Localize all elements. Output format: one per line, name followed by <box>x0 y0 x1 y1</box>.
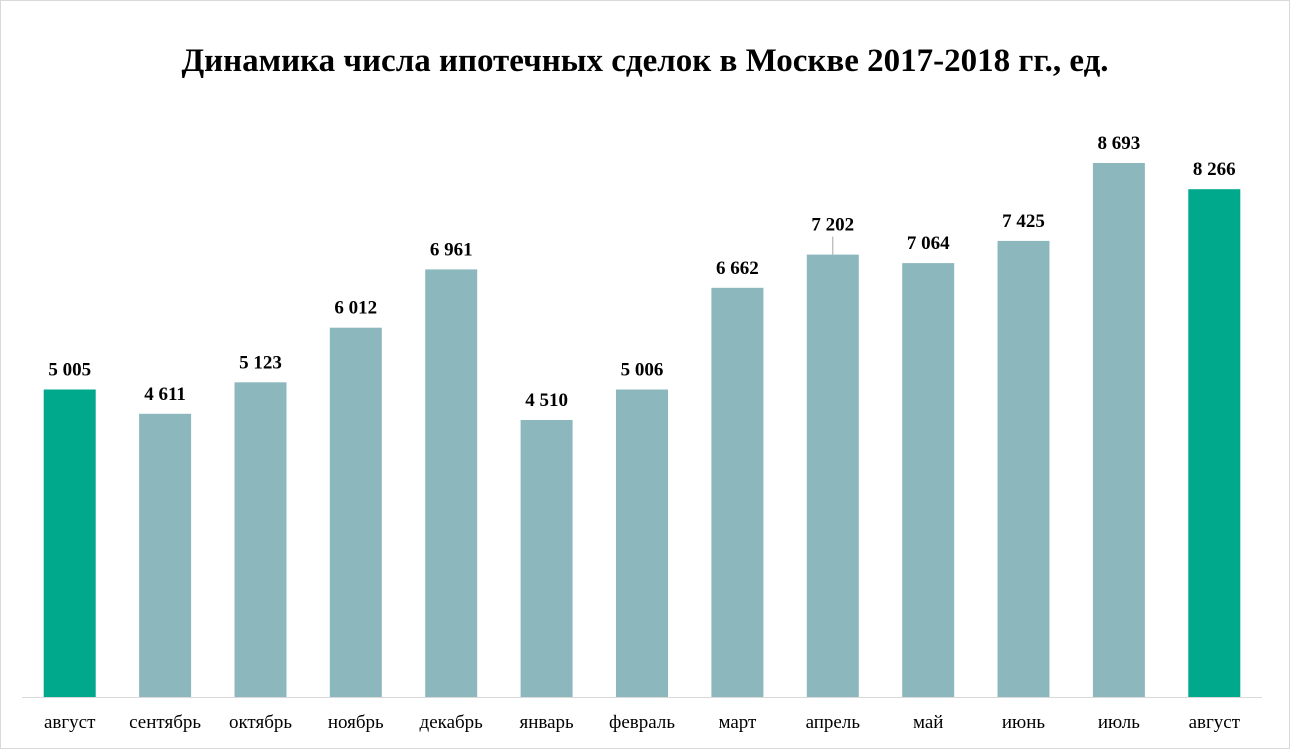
bar-3 <box>329 327 382 697</box>
bar-7 <box>711 287 764 697</box>
bar-4 <box>425 269 478 697</box>
x-tick-label-5: январь <box>519 712 574 733</box>
data-label-1: 4 611 <box>144 384 186 405</box>
data-label-11: 8 693 <box>1098 133 1141 154</box>
x-tick-label-9: май <box>913 712 944 733</box>
bar-2 <box>234 382 287 697</box>
bar-series <box>43 163 1241 697</box>
x-tick-label-8: апрель <box>806 712 861 733</box>
bar-10 <box>997 240 1050 697</box>
data-label-3: 6 012 <box>334 298 377 319</box>
x-axis-tick-labels: август сентябрь октябрь ноябрь декабрь январь… <box>44 712 1241 733</box>
x-tick-label-0: август <box>44 712 96 733</box>
bar-6 <box>616 389 668 697</box>
data-label-2: 5 123 <box>239 352 282 373</box>
x-tick-label-1: сентябрь <box>129 712 201 733</box>
data-label-5: 4 510 <box>525 390 568 411</box>
x-tick-label-2: октябрь <box>229 712 292 733</box>
bar-8 <box>806 254 859 697</box>
bar-0 <box>43 389 96 697</box>
data-labels: 5 005 4 611 5 123 6 012 6 961 4 510 5 006 6 662… <box>48 133 1235 411</box>
x-tick-label-7: март <box>718 712 757 733</box>
x-tick-label-12: август <box>1189 712 1241 733</box>
bar-11 <box>1092 163 1145 697</box>
chart-title: Динамика числа ипотечных сделок в Москве… <box>181 43 1109 79</box>
data-label-7: 6 662 <box>716 258 759 279</box>
data-label-9: 7 064 <box>907 233 950 254</box>
data-label-10: 7 425 <box>1002 211 1045 232</box>
x-tick-label-6: февраль <box>609 712 675 733</box>
x-tick-label-10: июнь <box>1002 712 1046 733</box>
data-label-12: 8 266 <box>1193 159 1236 180</box>
data-label-0: 5 005 <box>48 360 91 381</box>
bar-9 <box>902 263 955 697</box>
x-tick-label-4: декабрь <box>420 712 484 733</box>
bar-1 <box>139 413 192 697</box>
bar-12 <box>1188 189 1241 697</box>
x-tick-label-3: ноябрь <box>328 712 384 733</box>
data-label-4: 6 961 <box>430 239 473 260</box>
bar-5 <box>520 420 573 697</box>
x-tick-label-11: июль <box>1098 712 1140 733</box>
data-label-6: 5 006 <box>621 360 664 381</box>
data-label-8: 7 202 <box>811 215 854 236</box>
